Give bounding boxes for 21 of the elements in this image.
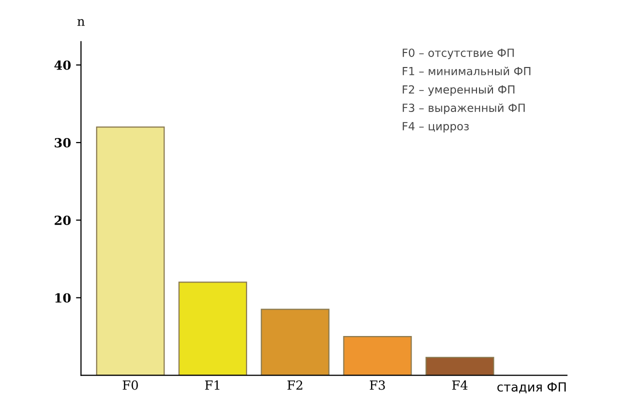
y-tick-label: 10	[55, 293, 71, 303]
x-tick-label: F2	[288, 380, 302, 390]
y-tick-label: 40	[54, 60, 71, 70]
y-tick-label: 30	[54, 138, 71, 148]
annotation: F4 – цирроз	[402, 122, 469, 133]
annotation: F0 – отсутствие ФП	[402, 48, 514, 60]
bar	[96, 126, 165, 376]
y-tick-label: 20	[54, 216, 71, 226]
x-tick-label: F1	[205, 380, 220, 390]
bar	[178, 282, 248, 376]
y-axis-title: n	[77, 19, 85, 26]
annotation: F3 – выраженный ФП	[402, 103, 525, 114]
x-tick-label: F0	[122, 380, 138, 390]
annotation: F1 – минимальный ФП	[402, 66, 530, 76]
x-tick-label: F3	[370, 380, 385, 390]
bar	[343, 336, 412, 376]
x-tick-label: F4	[452, 380, 468, 390]
bar	[260, 308, 330, 376]
x-axis-title: стадия ФП	[497, 382, 566, 394]
bar	[426, 356, 494, 376]
annotation: F2 – умеренный ФП	[402, 85, 514, 96]
